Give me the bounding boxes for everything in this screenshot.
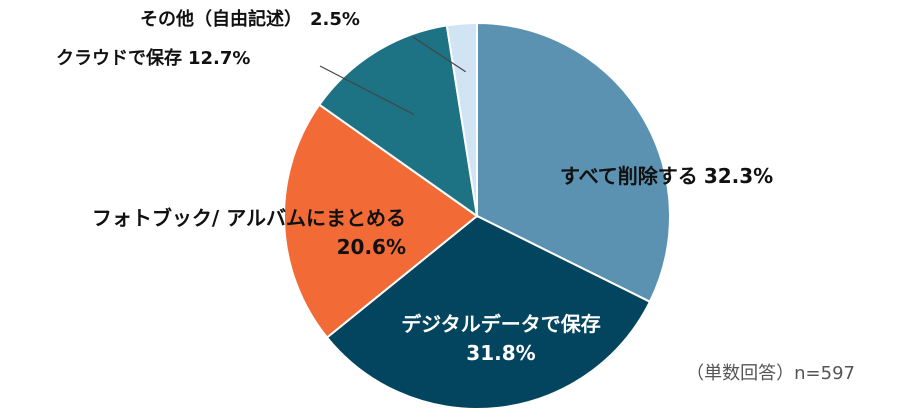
leader-lines [319,36,466,115]
slice-label-digital-data-name: デジタルデータで保存 [401,312,601,336]
leader-line-other [412,36,466,73]
slice-label-photobook-name: フォトブック/ アルバムにまとめる [92,206,406,230]
pie-slice-photobook [283,103,479,339]
slice-label-other: その他（自由記述） 2.5% [140,8,360,30]
pie-slice-cloud [317,24,479,219]
pie-slice-digital-data [325,214,652,410]
pie-slices [283,21,671,410]
response-note: （単数回答）n=597 [686,363,855,384]
slice-label-digital-data-value: 31.8% [466,341,535,365]
pie-slice-delete-all [476,21,671,304]
slice-label-delete-all: すべて削除する 32.3% [560,164,773,188]
slice-label-cloud: クラウドで保存 12.7% [56,47,250,69]
slice-label-photobook-value: 20.6% [337,235,406,259]
leader-line-cloud [319,65,415,115]
pie-slice-other [445,21,478,217]
